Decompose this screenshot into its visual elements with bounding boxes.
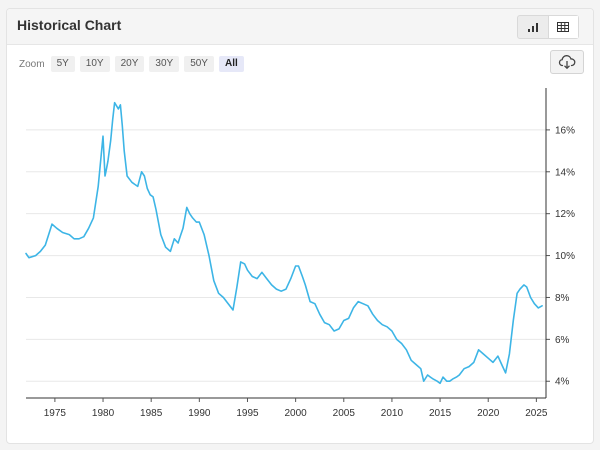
x-tick-label: 2020 <box>477 408 500 419</box>
zoom-30y-button[interactable]: 30Y <box>149 56 180 72</box>
x-tick-label: 1995 <box>236 408 259 419</box>
x-tick-label: 1980 <box>92 408 115 419</box>
zoom-20y-button[interactable]: 20Y <box>114 56 145 72</box>
x-tick-label: 2005 <box>333 408 356 419</box>
cloud-download-icon <box>558 55 576 70</box>
y-tick-label: 10% <box>555 251 575 262</box>
y-tick-label: 4% <box>555 377 570 388</box>
zoom-5y-button[interactable]: 5Y <box>50 56 75 72</box>
table-view-button[interactable] <box>547 16 578 38</box>
view-toggle <box>517 15 579 39</box>
zoom-bar: Zoom 5Y 10Y 20Y 30Y 50Y All <box>19 56 249 72</box>
x-tick-label: 2025 <box>525 408 548 419</box>
x-tick-label: 1975 <box>44 408 67 419</box>
x-tick-label: 2015 <box>429 408 452 419</box>
y-tick-label: 8% <box>555 293 570 304</box>
chart-gridlines <box>26 129 546 382</box>
zoom-label: Zoom <box>19 58 45 70</box>
x-tick-label: 1990 <box>188 408 211 419</box>
historical-chart-card: Historical Chart <box>6 8 594 444</box>
download-button[interactable] <box>550 50 584 74</box>
chart-title: Historical Chart <box>17 17 122 33</box>
x-tick-label: 2000 <box>285 408 308 419</box>
y-tick-label: 12% <box>555 209 575 220</box>
zoom-50y-button[interactable]: 50Y <box>184 56 214 72</box>
zoom-10y-button[interactable]: 10Y <box>79 56 110 72</box>
series-line-0 <box>25 101 543 385</box>
y-tick-label: 6% <box>555 335 570 346</box>
y-axis: 4% 6% 8% 10% 12% 14% 16% <box>545 88 575 398</box>
card-header: Historical Chart <box>7 9 593 45</box>
x-tick-label: 2010 <box>381 408 404 419</box>
y-tick-label: 14% <box>555 167 575 178</box>
y-tick-label: 16% <box>555 125 575 136</box>
x-axis: 1975 1980 1985 1990 1995 2000 2005 2010 2015 2020… <box>26 397 548 419</box>
table-icon <box>557 22 570 32</box>
bar-chart-icon <box>527 23 538 32</box>
chart-view-button[interactable] <box>518 16 548 38</box>
x-tick-label: 1985 <box>140 408 163 419</box>
plot-area <box>25 101 543 385</box>
zoom-all-button[interactable]: All <box>218 56 244 72</box>
